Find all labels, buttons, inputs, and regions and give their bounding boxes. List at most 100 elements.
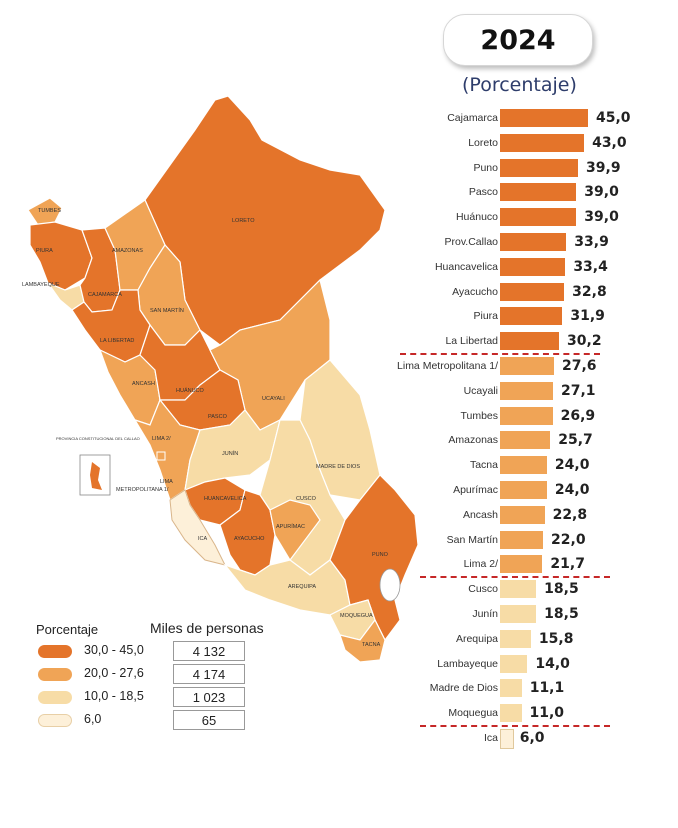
- ranking-region-label: Puno: [473, 161, 498, 174]
- ranking-region-label: Arequipa: [455, 632, 498, 645]
- ranking-value: 33,4: [573, 258, 608, 275]
- ranking-value: 24,0: [554, 457, 590, 474]
- ranking-row: Ica 6,0: [380, 726, 670, 750]
- label-huanuco: HUÁNUCO: [176, 387, 205, 394]
- ranking-bar: [500, 133, 585, 152]
- ranking-row: Ucayali 27,1: [380, 379, 670, 403]
- ranking-value: 27,1: [560, 382, 596, 399]
- ranking-bar: [500, 456, 547, 475]
- label-la-libertad: LA LIBERTAD: [100, 338, 134, 344]
- ranking-value: 30,2: [567, 333, 602, 350]
- legend-swatch: [38, 714, 72, 727]
- label-cajamarca: CAJAMARCA: [88, 292, 122, 298]
- ranking-value: 32,8: [572, 283, 607, 300]
- ranking-row: Junín 18,5: [380, 602, 670, 626]
- region-puno: [329, 474, 419, 642]
- ranking-value: 24,0: [554, 482, 590, 498]
- ranking-value: 39,9: [586, 159, 621, 176]
- label-tacna: TACNA: [362, 642, 381, 648]
- ranking-value: 21,7: [550, 556, 585, 573]
- ranking-bar: [500, 233, 567, 251]
- ranking-row: Moquegua 11,0: [380, 701, 670, 725]
- ranking-value: 39,0: [584, 184, 619, 201]
- ranking-value: 31,9: [570, 308, 605, 325]
- ranking-region-label: Ayacucho: [452, 285, 498, 298]
- range-separator: [420, 725, 610, 727]
- ranking-region-label: Cajamarca: [447, 112, 498, 124]
- ranking-bar: [500, 406, 553, 425]
- ranking-bar: [500, 381, 553, 400]
- ranking-bar: [500, 183, 577, 202]
- label-cusco: CUSCO: [296, 496, 317, 502]
- ranking-bar: [500, 654, 528, 673]
- ranking-region-label: Huancavelica: [434, 260, 498, 273]
- ranking-bar: [500, 679, 522, 698]
- ranking-bar: [500, 158, 579, 177]
- region-piura: [29, 221, 93, 291]
- ranking-region-label: Lima Metropolitana 1/: [397, 360, 498, 372]
- ranking-row: Piura 31,9: [380, 304, 670, 328]
- region-tacna: [339, 618, 386, 663]
- ranking-row: Lima 2/21,7: [380, 552, 670, 576]
- legend-swatch: [38, 668, 72, 681]
- ranking-value: 22,0: [551, 531, 586, 548]
- ranking-row: Huánuco 39,0: [380, 205, 670, 229]
- legend-title: Porcentaje: [36, 622, 99, 637]
- ranking-row: Prov.Callao 33,9: [380, 230, 670, 254]
- region-apurimac: [269, 499, 321, 562]
- label-moquegua: MOQUEGUA: [340, 613, 373, 619]
- ranking-value: 11,1: [529, 680, 565, 697]
- ranking-value: 15,8: [538, 630, 574, 647]
- ranking-value: 27,6: [561, 358, 597, 374]
- label-madre-de-dios: MADRE DE DIOS: [316, 464, 360, 470]
- legend-range: 10,0 - 18,5: [84, 689, 144, 703]
- ranking-row: Loreto 43,0: [380, 131, 670, 155]
- ranking-value: 11,0: [529, 705, 565, 722]
- ranking-row: San Martín 22,0: [380, 528, 670, 552]
- range-separator: [420, 576, 610, 579]
- legend-people: 1 023: [173, 687, 245, 707]
- legend-people: 4 174: [173, 664, 245, 684]
- label-ancash: ANCASH: [132, 381, 155, 387]
- ranking-region-label: San Martín: [446, 533, 498, 546]
- lake-titicaca: [379, 568, 401, 602]
- ranking-bar: [500, 481, 547, 499]
- legend-swatch: [38, 691, 72, 704]
- ranking-value: 26,9: [560, 407, 596, 424]
- ranking-region-label: Pasco: [468, 186, 498, 199]
- ranking-region-label: Ancash: [462, 508, 498, 521]
- label-lambayeque: LAMBAYEQUE: [22, 282, 60, 288]
- ranking-bar: [500, 332, 560, 351]
- label-ica: ICA: [198, 536, 208, 542]
- ranking-region-label: La Libertad: [445, 335, 498, 348]
- ranking-region-label: Junín: [472, 608, 498, 620]
- label-lima-metro-2: METROPOLITANA 1/: [116, 487, 169, 493]
- callao-inset: [79, 454, 111, 496]
- range-separator: [400, 353, 600, 355]
- ranking-value: 22,8: [552, 506, 588, 523]
- label-amazonas: AMAZONAS: [112, 248, 143, 254]
- ranking-region-label: Prov.Callao: [444, 236, 499, 248]
- ranking-region-label: Tumbes: [460, 409, 498, 422]
- ranking-bar: [500, 257, 566, 276]
- ranking-row: Huancavelica 33,4: [380, 255, 670, 279]
- ranking-value: 18,5: [544, 581, 579, 598]
- ranking-row: Pasco 39,0: [380, 180, 670, 204]
- legend-people: 4 132: [173, 641, 245, 661]
- ranking-row: Apurímac 24,0: [380, 478, 670, 502]
- label-apurimac: APURÍMAC: [276, 523, 305, 530]
- ranking-bar: [500, 208, 577, 227]
- ranking-bar: [500, 505, 545, 524]
- ranking-bar: [500, 605, 537, 623]
- ranking-region-label: Piura: [473, 310, 498, 323]
- ranking-region-label: Huánuco: [455, 211, 498, 224]
- ranking-bar: [500, 629, 531, 648]
- ranking-region-label: Loreto: [468, 136, 498, 149]
- label-ucayali: UCAYALI: [262, 396, 285, 402]
- ranking-region-label: Amazonas: [448, 434, 498, 447]
- ranking-bar: [500, 729, 514, 749]
- ranking-bar: [500, 431, 551, 450]
- ranking-region-label: Cusco: [468, 583, 498, 596]
- legend-range: 20,0 - 27,6: [84, 666, 144, 680]
- label-lima: LIMA 2/: [152, 436, 171, 442]
